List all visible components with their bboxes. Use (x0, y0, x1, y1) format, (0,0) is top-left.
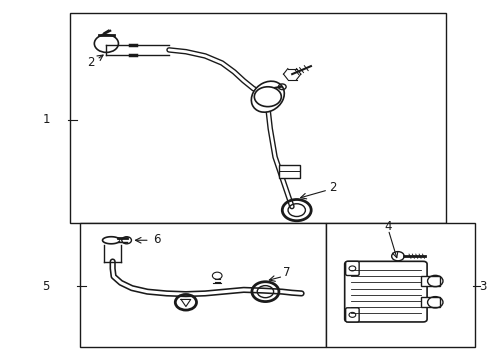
Text: 7: 7 (283, 266, 291, 279)
FancyBboxPatch shape (345, 261, 359, 275)
FancyBboxPatch shape (345, 308, 359, 322)
Text: 5: 5 (43, 280, 50, 293)
Text: 4: 4 (385, 220, 392, 233)
Bar (80, 222, 326, 347)
Text: 1: 1 (43, 113, 50, 126)
Text: 2: 2 (329, 181, 337, 194)
Bar (421, 276, 440, 286)
Ellipse shape (251, 81, 284, 112)
Bar (421, 297, 440, 307)
Bar (70, 13, 446, 222)
Text: 6: 6 (153, 233, 161, 246)
FancyBboxPatch shape (344, 261, 427, 322)
Text: 2: 2 (87, 56, 95, 69)
Bar (326, 222, 475, 347)
Text: 3: 3 (480, 280, 487, 293)
Bar (279, 165, 300, 177)
